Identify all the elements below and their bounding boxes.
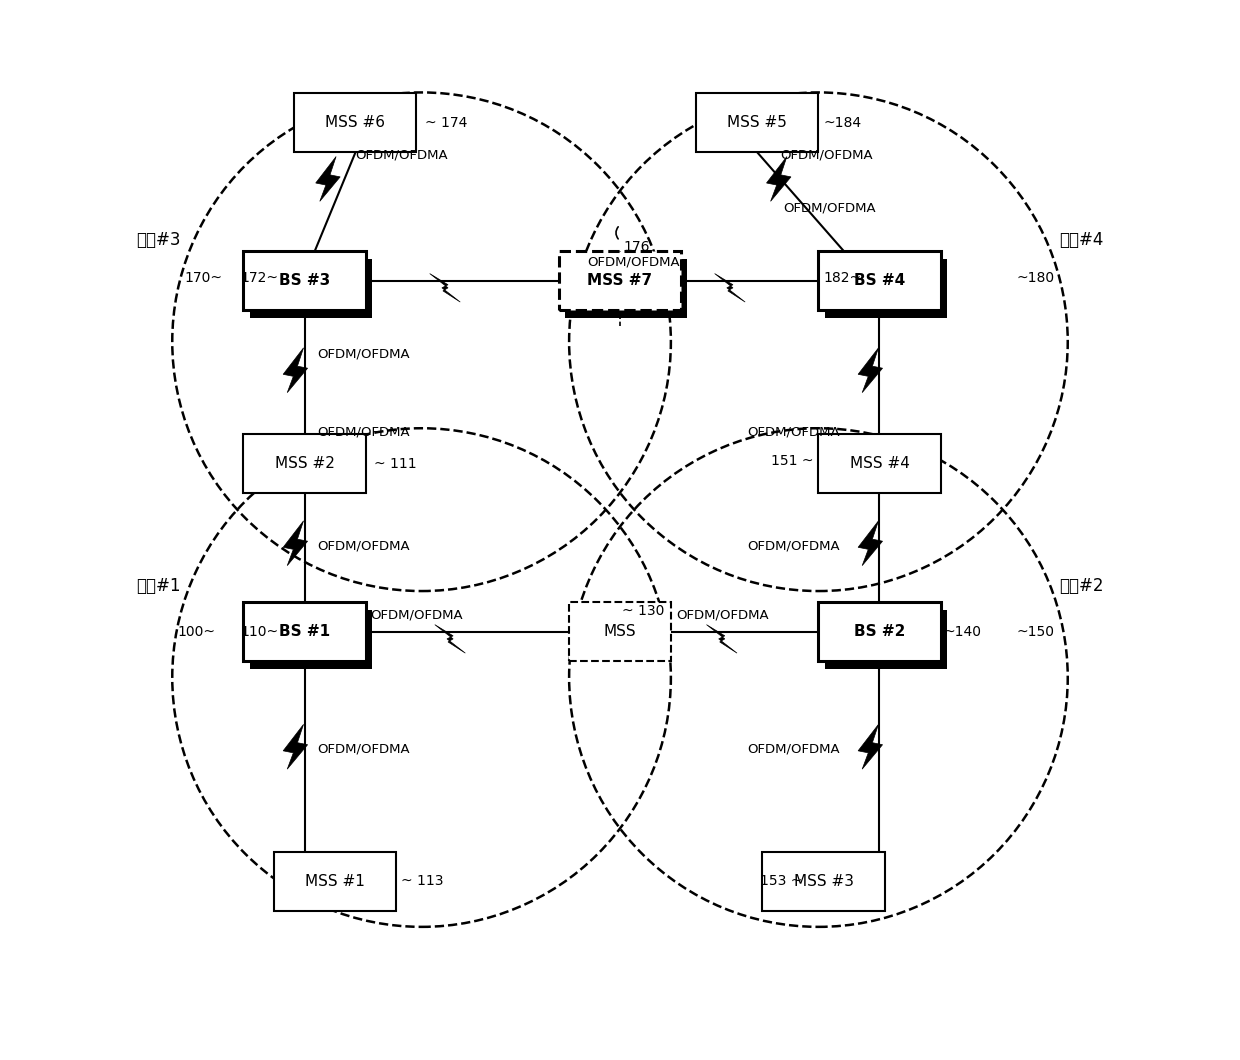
Text: ~180: ~180 [1017,270,1055,285]
Bar [818,602,941,661]
Text: MSS #6: MSS #6 [325,116,386,130]
Text: OFDM/OFDMA: OFDM/OFDMA [748,743,839,756]
Text: BS #4: BS #4 [854,273,905,288]
Text: ~184: ~184 [823,116,862,130]
Bar [818,435,941,493]
Bar [825,260,946,318]
Text: ~140: ~140 [944,624,982,639]
Text: OFDM/OFDMA: OFDM/OFDMA [316,347,409,360]
Text: 蜂窝#1: 蜂窝#1 [136,577,181,595]
Text: BS #3: BS #3 [279,273,330,288]
Text: ~ 111: ~ 111 [373,457,417,471]
Text: MSS #4: MSS #4 [849,457,909,472]
Text: ~ 174: ~ 174 [424,116,467,130]
Polygon shape [435,624,465,653]
Text: MSS #7: MSS #7 [588,273,652,288]
Text: 170~: 170~ [185,270,222,285]
Bar [249,611,372,670]
Text: 100~: 100~ [177,624,216,639]
Text: ~ 130: ~ 130 [622,604,665,618]
Bar [569,602,671,661]
Text: 172~: 172~ [241,270,279,285]
Polygon shape [283,724,308,770]
Text: BS #1: BS #1 [279,624,330,639]
Text: OFDM/OFDMA: OFDM/OFDMA [356,148,448,161]
Text: OFDM/OFDMA: OFDM/OFDMA [748,425,839,439]
Text: OFDM/OFDMA: OFDM/OFDMA [588,255,680,268]
Polygon shape [707,624,737,653]
Text: 蜂窝#4: 蜂窝#4 [1059,231,1104,249]
Text: OFDM/OFDMA: OFDM/OFDMA [316,743,409,756]
Polygon shape [858,724,883,770]
Polygon shape [766,157,791,201]
Text: MSS #2: MSS #2 [274,457,335,472]
Text: 176: 176 [622,241,650,254]
Bar [243,435,366,493]
Text: OFDM/OFDMA: OFDM/OFDMA [676,608,769,621]
Text: OFDM/OFDMA: OFDM/OFDMA [371,608,464,621]
Text: OFDM/OFDMA: OFDM/OFDMA [780,148,873,161]
Text: 蜂窝#3: 蜂窝#3 [136,231,181,249]
Polygon shape [316,157,340,201]
Bar [559,251,681,311]
Bar [294,93,417,153]
Text: MSS #3: MSS #3 [794,873,853,888]
Text: OFDM/OFDMA: OFDM/OFDMA [748,540,839,552]
Bar [243,602,366,661]
Text: OFDM/OFDMA: OFDM/OFDMA [316,540,409,552]
Bar [249,260,372,318]
Text: MSS #5: MSS #5 [728,116,787,130]
Text: ~150: ~150 [1017,624,1055,639]
Polygon shape [858,348,883,392]
Text: 110~: 110~ [241,624,279,639]
Text: 153 ~: 153 ~ [760,874,802,888]
Bar [243,251,366,311]
Bar [274,851,396,911]
Text: OFDM/OFDMA: OFDM/OFDMA [316,425,409,439]
Polygon shape [714,273,745,302]
Text: MSS #1: MSS #1 [305,873,365,888]
Text: ~ 113: ~ 113 [402,874,444,888]
Text: MSS: MSS [604,624,636,639]
Polygon shape [430,273,460,302]
Polygon shape [283,520,308,566]
Text: 182~: 182~ [823,270,862,285]
Bar [565,260,687,318]
Polygon shape [283,348,308,392]
Text: OFDM/OFDMA: OFDM/OFDMA [782,201,875,214]
Bar [818,251,941,311]
Bar [763,851,884,911]
Polygon shape [858,520,883,566]
Text: 蜂窝#2: 蜂窝#2 [1059,577,1104,595]
Text: 151 ~: 151 ~ [771,454,813,467]
Bar [697,93,818,153]
Bar [825,611,946,670]
Text: BS #2: BS #2 [854,624,905,639]
